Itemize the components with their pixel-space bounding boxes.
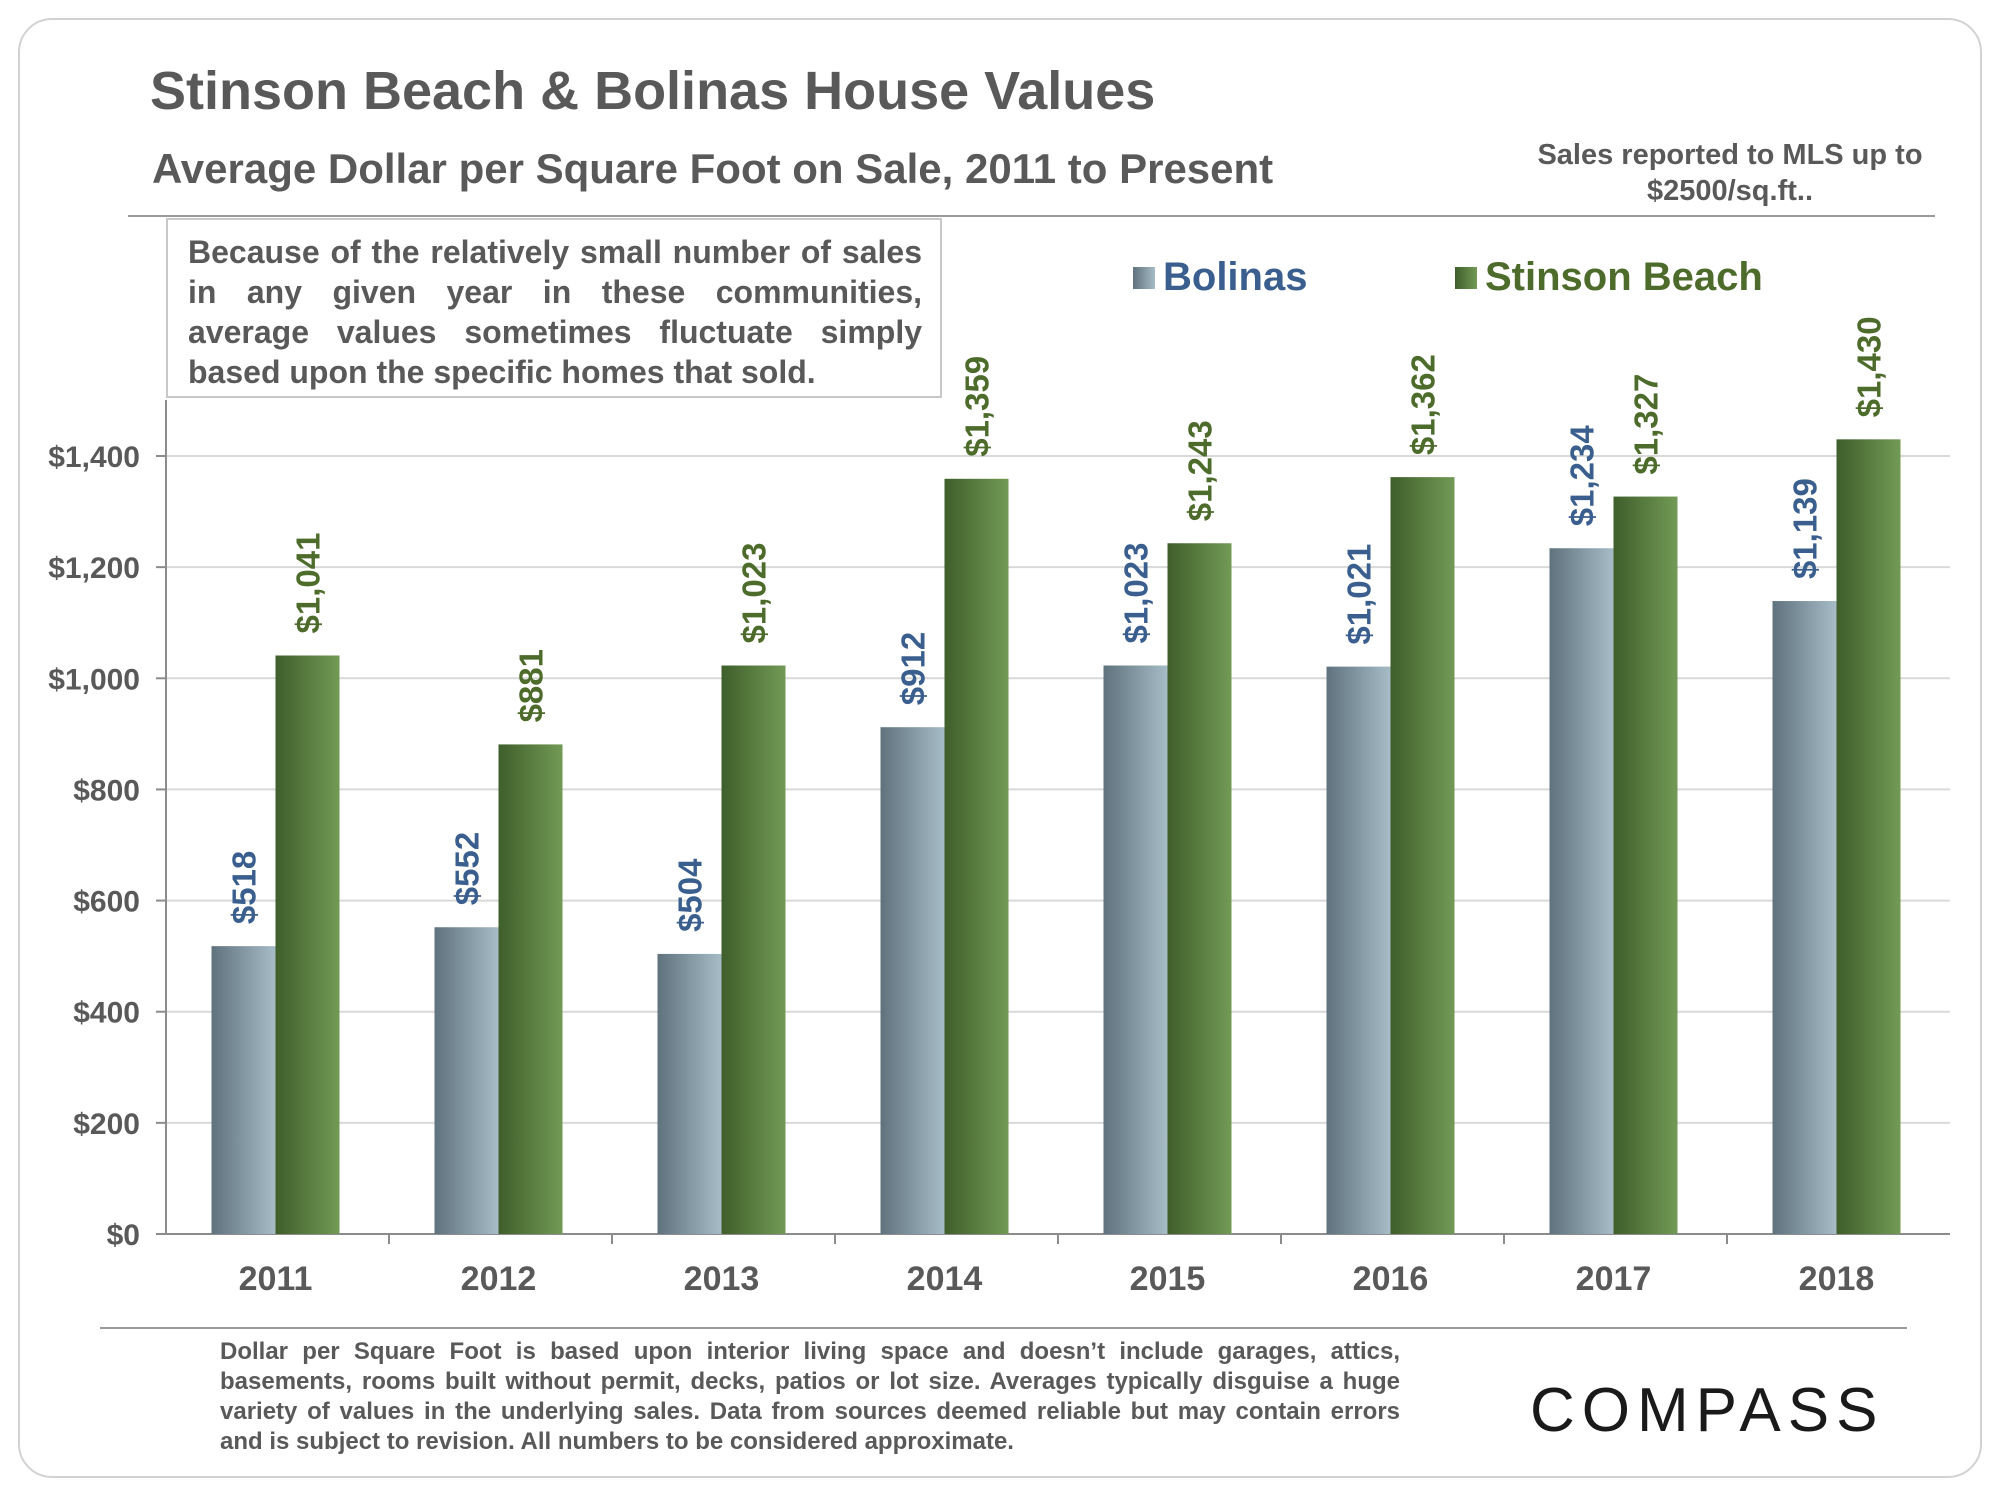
data-label-stinson-2013: $1,023	[736, 543, 773, 644]
data-label-stinson-2011: $1,041	[290, 533, 327, 634]
y-tick-label: $1,400	[48, 441, 140, 474]
bar-bolinas-2017	[1549, 548, 1614, 1234]
data-label-bolinas-2017: $1,234	[1564, 425, 1601, 527]
bar-bolinas-2018	[1772, 601, 1837, 1234]
chart-title: Stinson Beach & Bolinas House Values	[150, 61, 1156, 121]
bar-stinson-2014	[944, 478, 1009, 1234]
bar-stinson-2011	[275, 655, 340, 1234]
bar-bolinas-2016	[1326, 666, 1391, 1234]
bar-bolinas-2015	[1103, 665, 1168, 1234]
bar-stinson-2012	[498, 744, 563, 1234]
data-label-stinson-2018: $1,430	[1851, 316, 1888, 417]
y-tick-label: $1,200	[48, 552, 140, 585]
data-label-bolinas-2018: $1,139	[1787, 478, 1824, 579]
data-label-bolinas-2011: $518	[226, 851, 263, 924]
legend-label-bolinas: Bolinas	[1163, 255, 1308, 299]
data-label-bolinas-2016: $1,021	[1341, 544, 1378, 645]
bar-stinson-2016	[1390, 477, 1455, 1234]
bar-stinson-2018	[1836, 439, 1901, 1234]
data-label-bolinas-2012: $552	[449, 832, 486, 905]
y-tick-label: $1,000	[48, 663, 140, 696]
bar-stinson-2013	[721, 665, 786, 1234]
y-tick-label: $200	[73, 1108, 140, 1141]
y-tick-label: $0	[107, 1219, 140, 1252]
x-tick-label: 2012	[461, 1260, 537, 1298]
legend-swatch-bolinas	[1133, 266, 1155, 289]
bar-stinson-2017	[1613, 496, 1678, 1234]
x-tick-label: 2015	[1130, 1260, 1206, 1298]
x-tick-label: 2014	[907, 1260, 983, 1298]
data-label-stinson-2015: $1,243	[1182, 420, 1219, 521]
y-tick-label: $400	[73, 997, 140, 1030]
data-label-bolinas-2013: $504	[672, 858, 709, 932]
data-label-stinson-2016: $1,362	[1405, 354, 1442, 455]
header-divider	[128, 215, 1935, 217]
x-tick-label: 2011	[239, 1260, 313, 1298]
legend-item-bolinas: Bolinas	[1133, 255, 1307, 300]
bar-bolinas-2012	[434, 927, 499, 1234]
data-label-stinson-2014: $1,359	[959, 356, 996, 457]
footer-divider	[100, 1327, 1907, 1329]
data-label-bolinas-2015: $1,023	[1118, 543, 1155, 644]
mls-note: Sales reported to MLS up to $2500/sq.ft.…	[1537, 139, 1923, 207]
data-label-stinson-2017: $1,327	[1628, 374, 1665, 475]
legend-label-stinson: Stinson Beach	[1485, 255, 1763, 299]
bar-bolinas-2013	[657, 953, 722, 1234]
data-label-bolinas-2014: $912	[895, 632, 932, 705]
y-tick-label: $800	[73, 774, 140, 807]
legend-swatch-stinson	[1455, 266, 1477, 289]
data-label-stinson-2012: $881	[513, 649, 550, 722]
x-tick-label: 2013	[684, 1260, 760, 1298]
chart-subtitle: Average Dollar per Square Foot on Sale, …	[152, 145, 1274, 192]
footer-disclaimer: Dollar per Square Foot is based upon int…	[220, 1338, 1400, 1455]
compass-logo: COMPASS	[1530, 1376, 1885, 1445]
y-tick-label: $600	[73, 886, 140, 919]
bar-stinson-2015	[1167, 543, 1232, 1234]
x-tick-label: 2017	[1576, 1260, 1652, 1298]
legend-item-stinson: Stinson Beach	[1455, 255, 1763, 300]
bar-bolinas-2011	[211, 946, 276, 1234]
callout-note: Because of the relatively small number o…	[166, 218, 942, 398]
bar-bolinas-2014	[880, 727, 945, 1234]
x-tick-label: 2016	[1353, 1260, 1429, 1298]
x-tick-label: 2018	[1799, 1260, 1875, 1298]
